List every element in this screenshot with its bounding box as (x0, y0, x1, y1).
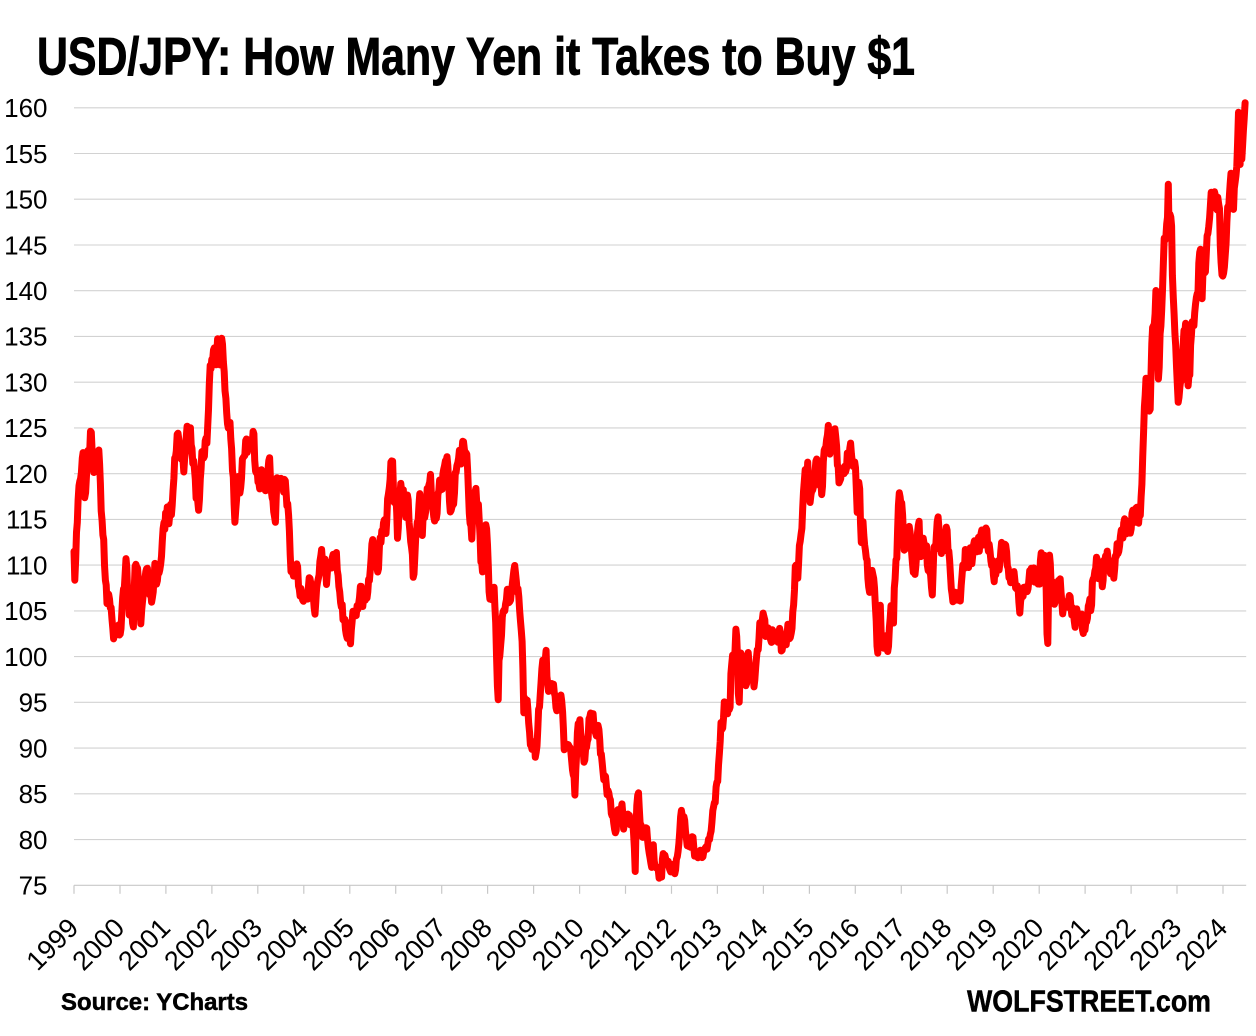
svg-text:85: 85 (19, 779, 48, 809)
svg-text:130: 130 (4, 368, 47, 398)
svg-text:150: 150 (4, 185, 47, 215)
svg-text:115: 115 (6, 505, 47, 535)
svg-text:155: 155 (4, 139, 47, 169)
svg-text:120: 120 (4, 459, 47, 489)
svg-text:105: 105 (4, 596, 47, 626)
svg-text:135: 135 (4, 322, 47, 352)
svg-text:145: 145 (4, 230, 47, 260)
svg-text:80: 80 (19, 825, 48, 855)
svg-text:95: 95 (19, 688, 48, 718)
svg-text:USD/JPY: How Many Yen it Takes: USD/JPY: How Many Yen it Takes to Buy $1 (37, 28, 915, 87)
svg-text:Source: YCharts: Source: YCharts (61, 989, 248, 1016)
svg-text:75: 75 (19, 871, 48, 901)
svg-text:125: 125 (4, 413, 47, 443)
svg-text:160: 160 (4, 93, 47, 123)
svg-text:90: 90 (19, 733, 48, 763)
svg-text:110: 110 (6, 550, 47, 580)
svg-text:140: 140 (4, 276, 47, 306)
svg-text:WOLFSTREET.com: WOLFSTREET.com (967, 984, 1211, 1019)
svg-text:100: 100 (4, 642, 47, 672)
